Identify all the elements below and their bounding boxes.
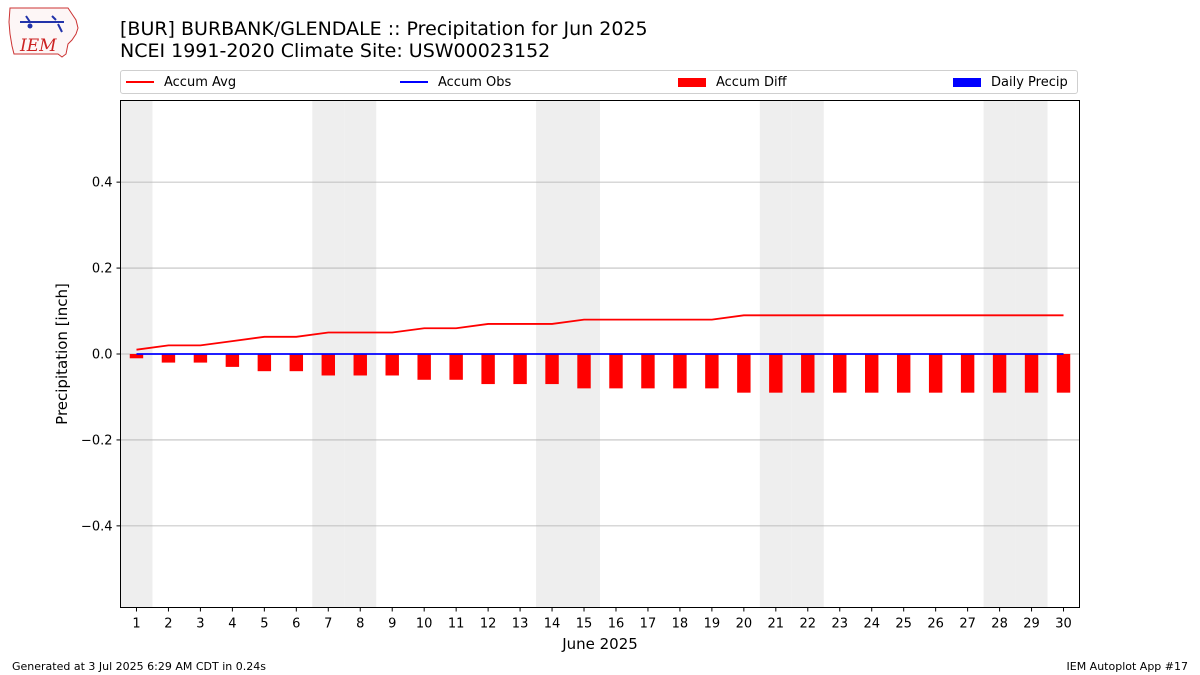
legend-label-accum-avg: Accum Avg bbox=[164, 74, 237, 90]
accum-diff-bar-day-9 bbox=[385, 354, 399, 376]
x-axis-label: June 2025 bbox=[561, 635, 638, 653]
app-credit: IEM Autoplot App #17 bbox=[1066, 660, 1189, 673]
x-tick-label: 15 bbox=[576, 617, 593, 632]
x-tick-label: 9 bbox=[388, 617, 396, 632]
x-tick-label: 27 bbox=[959, 617, 976, 632]
accum-diff-bars bbox=[129, 354, 1071, 393]
accum-diff-bar-day-11 bbox=[449, 354, 463, 380]
series-lines bbox=[136, 314, 1064, 355]
x-tick-label: 18 bbox=[672, 617, 689, 632]
x-tick-label: 4 bbox=[228, 617, 236, 632]
accum-diff-bar-day-8 bbox=[353, 354, 367, 376]
x-tick-label: 13 bbox=[512, 617, 529, 632]
accum-diff-bar-day-26 bbox=[928, 354, 943, 393]
accum-diff-bar-day-19 bbox=[705, 354, 719, 389]
legend-label-daily-precip: Daily Precip bbox=[991, 74, 1068, 90]
x-tick-label: 23 bbox=[831, 617, 848, 632]
x-tick-label: 3 bbox=[196, 617, 204, 632]
accum-diff-bar-day-5 bbox=[257, 354, 272, 372]
accum-diff-bar-day-20 bbox=[737, 354, 751, 393]
legend-item-accum-obs: Accum Obs bbox=[400, 71, 511, 93]
accum-diff-bar-day-24 bbox=[865, 354, 879, 393]
accum-diff-bar-day-28 bbox=[992, 354, 1007, 393]
accum-diff-bar-day-29 bbox=[1024, 354, 1039, 393]
iowa-outline-icon bbox=[8, 7, 79, 58]
y-tick-label: 0.0 bbox=[92, 348, 113, 363]
x-tick-label: 26 bbox=[927, 617, 944, 632]
x-axis-ticks: 1 2 3 4 5 6 7 8 9 10 11 12 13 14 15 16 17 18 19 20 21 22 23 24 2… bbox=[132, 607, 1072, 632]
accum-diff-bar-day-7 bbox=[321, 354, 335, 376]
legend-item-accum-avg: Accum Avg bbox=[126, 71, 236, 93]
chart-title: [BUR] BURBANK/GLENDALE :: Precipitation … bbox=[120, 18, 648, 40]
legend-label-accum-obs: Accum Obs bbox=[438, 74, 512, 90]
accum-diff-bar-day-1 bbox=[129, 354, 144, 359]
y-axis-ticks: −0.4 −0.2 0.0 0.2 0.4 bbox=[81, 176, 121, 534]
iem-logo: IEM bbox=[8, 7, 79, 58]
accum-diff-bar-day-18 bbox=[673, 354, 687, 389]
legend-item-daily-precip: Daily Precip bbox=[953, 71, 1068, 93]
x-tick-label: 28 bbox=[991, 617, 1008, 632]
accum-diff-bar-day-27 bbox=[960, 354, 975, 393]
x-tick-label: 12 bbox=[480, 617, 497, 632]
x-tick-label: 8 bbox=[356, 617, 364, 632]
x-tick-label: 17 bbox=[640, 617, 657, 632]
chart-legend: Accum Avg Accum Obs Accum Diff Daily Pre… bbox=[120, 70, 1078, 94]
x-tick-label: 7 bbox=[324, 617, 332, 632]
accum-avg-line bbox=[136, 314, 1064, 351]
accum-diff-bar-day-2 bbox=[161, 354, 176, 363]
x-tick-label: 30 bbox=[1055, 617, 1072, 632]
accum-diff-bar-day-30 bbox=[1056, 354, 1071, 393]
legend-item-accum-diff: Accum Diff bbox=[678, 71, 787, 93]
accum-diff-bar-day-16 bbox=[609, 354, 623, 389]
y-tick-label: 0.4 bbox=[92, 176, 113, 191]
chart-subtitle: NCEI 1991-2020 Climate Site: USW00023152 bbox=[120, 40, 551, 62]
accum-diff-bar-day-3 bbox=[193, 354, 208, 363]
x-tick-label: 10 bbox=[416, 617, 433, 632]
x-tick-label: 6 bbox=[292, 617, 300, 632]
accum-diff-bar-day-23 bbox=[833, 354, 847, 393]
accum-diff-bar-day-6 bbox=[289, 354, 304, 372]
legend-swatch-accum-obs bbox=[400, 81, 428, 83]
accum-diff-bar-day-10 bbox=[417, 354, 431, 380]
x-tick-label: 1 bbox=[132, 617, 140, 632]
x-tick-label: 19 bbox=[704, 617, 721, 632]
legend-swatch-accum-avg bbox=[126, 81, 154, 83]
x-tick-label: 11 bbox=[448, 617, 465, 632]
accum-diff-bar-day-21 bbox=[769, 354, 783, 393]
accum-diff-bar-day-4 bbox=[225, 354, 240, 367]
legend-swatch-accum-diff bbox=[678, 77, 706, 87]
y-tick-label: 0.2 bbox=[92, 262, 113, 277]
accum-diff-bar-day-17 bbox=[641, 354, 655, 389]
x-tick-label: 21 bbox=[768, 617, 785, 632]
logo-text: IEM bbox=[19, 36, 57, 56]
x-tick-label: 14 bbox=[544, 617, 561, 632]
x-tick-label: 20 bbox=[736, 617, 753, 632]
accum-diff-bar-day-15 bbox=[577, 354, 591, 389]
accum-diff-bar-day-22 bbox=[801, 354, 815, 393]
station-dot-icon bbox=[27, 23, 33, 29]
accum-diff-bar-day-13 bbox=[513, 354, 527, 385]
y-axis-label: Precipitation [inch] bbox=[53, 283, 71, 425]
x-tick-label: 5 bbox=[260, 617, 268, 632]
y-tick-label: −0.4 bbox=[81, 519, 113, 534]
x-tick-label: 29 bbox=[1023, 617, 1040, 632]
x-tick-label: 25 bbox=[895, 617, 912, 632]
accum-diff-bar-day-14 bbox=[545, 354, 559, 385]
x-tick-label: 22 bbox=[800, 617, 817, 632]
accum-diff-bar-day-25 bbox=[896, 354, 911, 393]
y-tick-label: −0.2 bbox=[81, 433, 113, 448]
generated-timestamp: Generated at 3 Jul 2025 6:29 AM CDT in 0… bbox=[12, 660, 266, 673]
accum-diff-bar-day-12 bbox=[481, 354, 495, 385]
weather-symbols-icon bbox=[20, 15, 64, 33]
legend-swatch-daily-precip bbox=[953, 77, 981, 87]
x-tick-label: 16 bbox=[608, 617, 625, 632]
x-tick-label: 2 bbox=[164, 617, 172, 632]
x-tick-label: 24 bbox=[863, 617, 880, 632]
legend-label-accum-diff: Accum Diff bbox=[716, 74, 787, 90]
